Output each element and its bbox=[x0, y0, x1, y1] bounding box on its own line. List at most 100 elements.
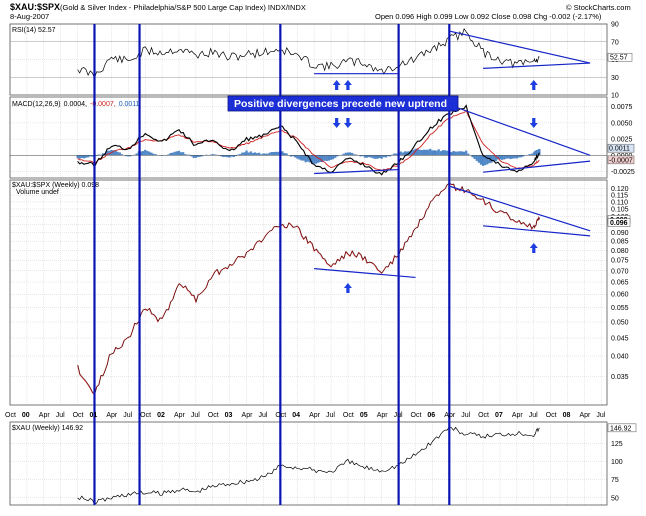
macd-histogram-bar bbox=[391, 154, 394, 156]
macd-histogram-bar bbox=[315, 155, 318, 164]
macd-histogram-bar bbox=[481, 155, 485, 166]
macd-histogram-bar bbox=[376, 155, 379, 159]
time-tick-label: 07 bbox=[495, 412, 503, 419]
macd-tag-text: -0.0007 bbox=[609, 157, 633, 164]
macd-histogram-bar bbox=[270, 151, 273, 156]
macd-histogram-bar bbox=[289, 155, 292, 157]
time-tick-label: Apr bbox=[309, 412, 321, 419]
copyright: © StockCharts.com bbox=[566, 3, 631, 12]
macd-histogram-bar bbox=[135, 153, 138, 156]
time-tick-label: Jul bbox=[258, 412, 267, 419]
price-frame bbox=[9, 179, 608, 406]
macd-histogram-bar bbox=[367, 155, 371, 158]
macd-histogram-bar bbox=[120, 154, 124, 156]
macd-histogram-bar bbox=[205, 154, 208, 156]
price-divergence-arrow bbox=[343, 283, 352, 293]
price-ytick-label: 0.085 bbox=[611, 239, 629, 246]
price-tag-text: 0.096 bbox=[610, 220, 628, 227]
price-trendline-high bbox=[449, 185, 591, 232]
time-tick-label: Oct bbox=[343, 412, 354, 419]
time-tick-label: Oct bbox=[208, 412, 219, 419]
price-ytick-label: 0.055 bbox=[611, 305, 629, 312]
macd-histogram-bar bbox=[310, 155, 314, 164]
macd-histogram-bar bbox=[179, 152, 183, 156]
macd-histogram-bar bbox=[467, 153, 470, 156]
macd-histogram-bar bbox=[194, 155, 197, 158]
volume-note: Volume undef bbox=[16, 189, 59, 196]
macd-histogram-bar bbox=[226, 155, 229, 158]
macd-histogram-bar bbox=[355, 154, 358, 156]
time-tick-label: Jul bbox=[394, 412, 403, 419]
macd-histogram-bar bbox=[313, 155, 316, 164]
time-tick-label: Jul bbox=[461, 412, 470, 419]
macd-histogram-bar bbox=[116, 151, 119, 156]
macd-histogram-bar bbox=[253, 152, 257, 156]
rsi-divergence-arrow bbox=[343, 80, 352, 90]
macd-histogram-bar bbox=[342, 153, 345, 156]
rsi-ytick-label: 70 bbox=[611, 39, 619, 46]
macd-histogram-bar bbox=[475, 155, 478, 161]
macd-histogram-bar bbox=[251, 152, 254, 156]
rsi-ytick-label: 30 bbox=[611, 75, 619, 82]
price-ytick-label: 0.050 bbox=[611, 320, 629, 327]
price-close-line bbox=[77, 182, 541, 395]
time-tick-label: Apr bbox=[174, 412, 186, 419]
macd-histogram-bar bbox=[188, 154, 191, 156]
macd-histogram-bar bbox=[275, 151, 278, 156]
macd-histogram-bar bbox=[175, 151, 178, 156]
macd-histogram-bar bbox=[353, 154, 356, 156]
macd-histogram-bar bbox=[462, 151, 466, 156]
macd-histogram-bar bbox=[374, 155, 377, 159]
rsi-ytick-label: 90 bbox=[611, 22, 619, 29]
macd-histogram-bar bbox=[173, 151, 176, 156]
macd-histogram-bar bbox=[283, 152, 286, 156]
time-tick-label: Apr bbox=[106, 412, 118, 419]
time-tick-label: Oct bbox=[478, 412, 489, 419]
time-tick-label: Oct bbox=[411, 412, 422, 419]
macd-histogram-bar bbox=[230, 155, 233, 157]
macd-histogram-bar bbox=[365, 155, 369, 158]
macd-histogram-bar bbox=[260, 154, 263, 156]
macd-histogram-bar bbox=[513, 155, 516, 159]
macd-histogram-bar bbox=[306, 155, 309, 162]
macd-histogram-bar bbox=[89, 155, 92, 157]
macd-line bbox=[77, 104, 540, 176]
time-tick-label: 04 bbox=[292, 412, 300, 419]
macd-histogram-bar bbox=[249, 151, 252, 156]
rsi-tag-box bbox=[607, 52, 633, 62]
macd-label-part: 0.0011 bbox=[119, 101, 140, 108]
macd-histogram-bar bbox=[418, 149, 421, 156]
macd-histogram-bar bbox=[99, 154, 102, 156]
chart-date: 8-Aug-2007 bbox=[10, 12, 49, 21]
price-ytick-label: 0.110 bbox=[611, 199, 628, 206]
time-tick-label: Apr bbox=[512, 412, 524, 419]
macd-histogram-bar bbox=[507, 155, 510, 159]
price-ytick-label: 0.040 bbox=[611, 354, 629, 361]
macd-histogram-bar bbox=[420, 150, 423, 156]
macd-histogram-bar bbox=[361, 155, 364, 157]
price-divergence-arrow bbox=[529, 243, 538, 253]
price-ytick-label: 0.070 bbox=[611, 268, 629, 275]
price-tag-box bbox=[607, 218, 631, 227]
banner-box bbox=[227, 95, 459, 112]
macd-histogram-bar bbox=[80, 155, 83, 158]
macd-histogram-bar bbox=[401, 152, 404, 156]
annotation-banner: Positive divergences precede new uptrend bbox=[227, 95, 459, 112]
macd-histogram-bar bbox=[386, 155, 390, 157]
macd-histogram-bar bbox=[298, 155, 301, 160]
macd-histogram-bar bbox=[78, 155, 81, 159]
macd-histogram-bar bbox=[501, 155, 504, 160]
rsi-ytick-label: 10 bbox=[611, 93, 619, 100]
macd-histogram-bar bbox=[300, 155, 303, 161]
macd-histogram-bar bbox=[114, 150, 117, 156]
macd-histogram-bar bbox=[317, 155, 320, 163]
macd-histogram-bar bbox=[346, 152, 350, 156]
time-tick-label: Oct bbox=[275, 412, 286, 419]
macd-histogram-bar bbox=[405, 151, 409, 156]
time-tick-label: Jul bbox=[191, 412, 200, 419]
rsi-trendline-high bbox=[449, 30, 591, 64]
macd-histogram-bar bbox=[522, 155, 525, 157]
macd-histogram-bar bbox=[167, 154, 170, 156]
rsi-tag-text: 52.57 bbox=[610, 55, 628, 62]
